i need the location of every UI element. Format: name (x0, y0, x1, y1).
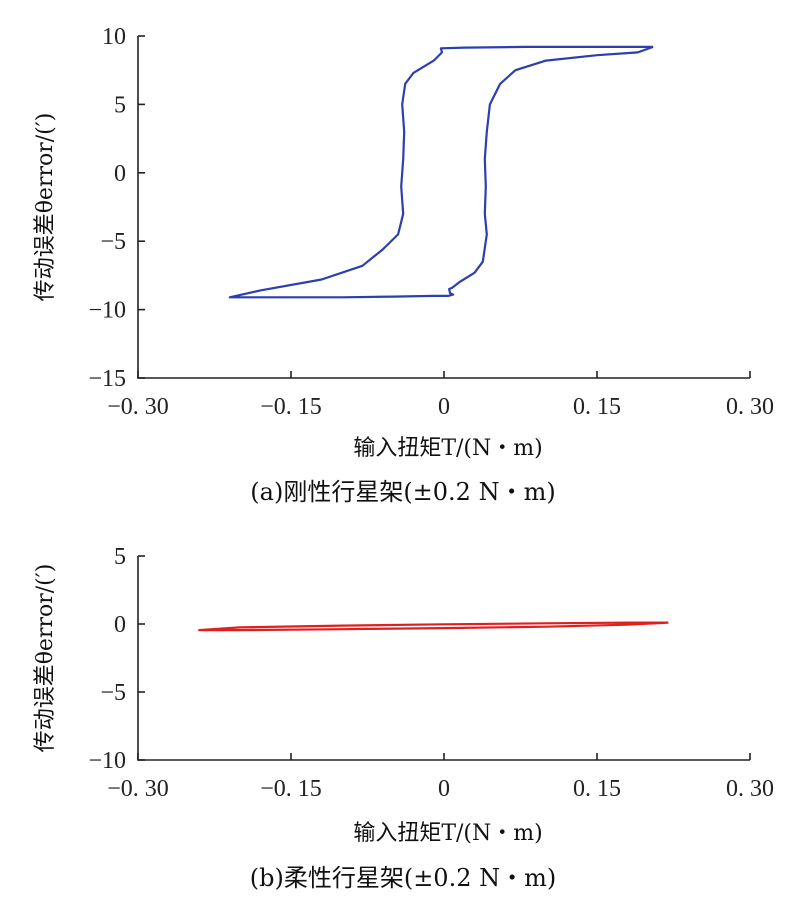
y-tick-label: −5 (100, 229, 126, 255)
series-line (198, 621, 669, 632)
y-ticks-b: 5 0 −5 −10 (88, 544, 145, 774)
y-tick-label: 5 (114, 544, 126, 570)
y-tick-label: −5 (100, 680, 126, 706)
x-tick-label: 0. 15 (573, 394, 621, 420)
series-line (228, 45, 654, 299)
x-tick-label: −0. 15 (260, 776, 322, 802)
x-axis-label-a: 输入扭矩T/(N・m) (353, 436, 542, 461)
x-tick-label: 0 (438, 394, 450, 420)
y-tick-label: 5 (114, 92, 126, 118)
axis-frame-b (137, 556, 750, 761)
panel-a: 10 5 0 −5 −10 −15 −0. 30 −0. 15 0 0. 15 0. 30 输入扭… (33, 24, 774, 506)
x-tick-label: −0. 15 (260, 394, 322, 420)
y-ticks-a: 10 5 0 −5 −10 −15 (88, 24, 145, 392)
x-tick-label: −0. 30 (107, 394, 169, 420)
y-tick-label: −15 (88, 366, 126, 392)
x-tick-label: 0. 30 (726, 394, 774, 420)
x-ticks-a: −0. 30 −0. 15 0 0. 15 0. 30 (107, 371, 774, 420)
x-ticks-b: −0. 30 −0. 15 0 0. 15 0. 30 (107, 753, 774, 802)
series-group-b (198, 621, 669, 632)
x-tick-label: 0 (438, 776, 450, 802)
y-tick-label: 0 (114, 161, 126, 187)
y-tick-label: 0 (114, 612, 126, 638)
x-tick-label: −0. 30 (107, 776, 169, 802)
y-axis-label-b: 传动误差θerror/(′) (33, 564, 58, 753)
x-tick-label: 0. 15 (573, 776, 621, 802)
y-tick-label: −10 (88, 298, 126, 324)
x-axis-label-b: 输入扭矩T/(N・m) (353, 821, 542, 846)
axis-frame-a (137, 36, 750, 379)
panel-b: 5 0 −5 −10 −0. 30 −0. 15 0 0. 15 0. 30 输入扭矩T/(N… (33, 544, 774, 892)
y-axis-label-a: 传动误差θerror/(′) (33, 113, 58, 302)
x-tick-label: 0. 30 (726, 776, 774, 802)
y-tick-label: 10 (102, 24, 126, 50)
caption-a: (a)刚性行星架(±0.2 N・m) (250, 478, 555, 506)
series-group-a (228, 45, 654, 299)
caption-b: (b)柔性行星架(±0.2 N・m) (250, 864, 556, 892)
y-tick-label: −10 (88, 748, 126, 774)
